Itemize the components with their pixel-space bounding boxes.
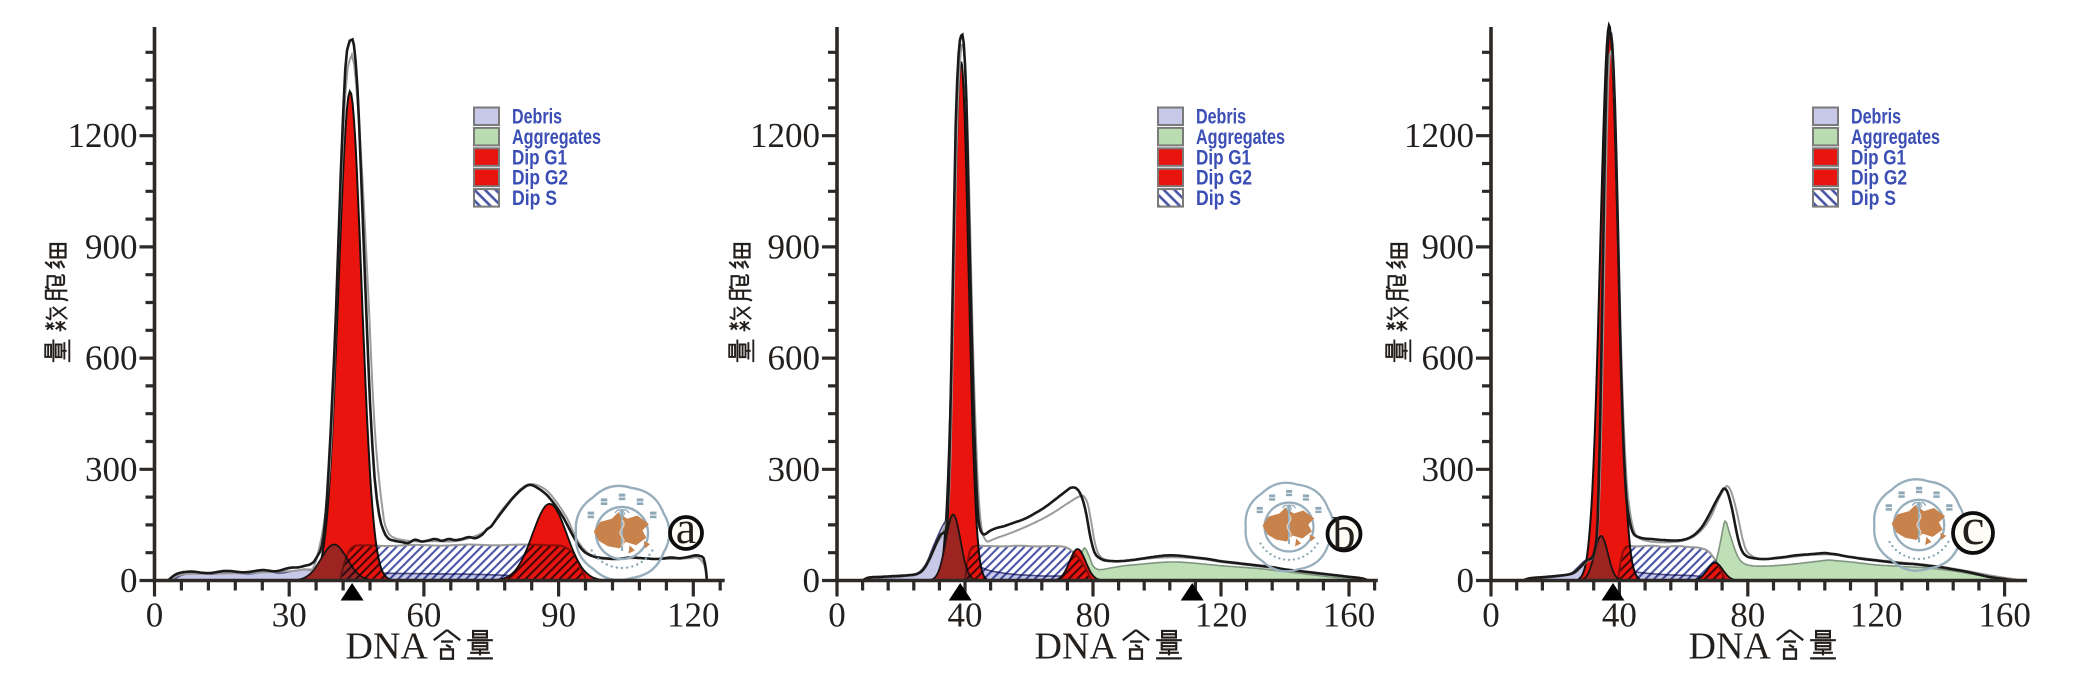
svg-text:600: 600	[1422, 339, 1475, 378]
svg-text:Debris: Debris	[1851, 106, 1901, 129]
svg-text:Dip G2: Dip G2	[1196, 167, 1252, 190]
svg-text:600: 600	[85, 339, 138, 378]
svg-text:1200: 1200	[1404, 116, 1474, 155]
svg-text:c: c	[1961, 499, 1984, 556]
svg-text:40: 40	[948, 596, 983, 635]
svg-text:Dip G1: Dip G1	[1196, 146, 1251, 169]
svg-text:40: 40	[1602, 596, 1637, 635]
svg-text:DNA: DNA	[1689, 626, 1772, 668]
svg-text:Dip G1: Dip G1	[512, 146, 567, 169]
svg-text:300: 300	[768, 450, 821, 489]
svg-text:0: 0	[120, 561, 138, 600]
svg-text:120: 120	[667, 596, 720, 635]
svg-text:900: 900	[1422, 227, 1475, 266]
svg-text:60: 60	[406, 596, 441, 635]
svg-text:300: 300	[1422, 450, 1475, 489]
svg-text:Aggregates: Aggregates	[512, 126, 601, 149]
svg-text:1200: 1200	[68, 116, 138, 155]
svg-text:0: 0	[146, 596, 164, 635]
svg-text:30: 30	[272, 596, 307, 635]
svg-text:Debris: Debris	[512, 106, 562, 129]
svg-text:Aggregates: Aggregates	[1851, 126, 1940, 149]
svg-text:120: 120	[1850, 596, 1903, 635]
svg-text:Dip G1: Dip G1	[1851, 146, 1906, 169]
svg-text:0: 0	[1482, 596, 1500, 635]
svg-text:DNA: DNA	[346, 626, 429, 668]
svg-text:Debris: Debris	[1196, 106, 1246, 129]
svg-text:300: 300	[85, 450, 138, 489]
svg-text:Dip G2: Dip G2	[1851, 167, 1907, 190]
svg-text:0: 0	[828, 596, 846, 635]
svg-text:80: 80	[1076, 596, 1111, 635]
svg-text:600: 600	[768, 339, 821, 378]
svg-text:Dip S: Dip S	[1196, 187, 1241, 210]
svg-text:0: 0	[1457, 561, 1475, 600]
svg-text:900: 900	[85, 227, 138, 266]
svg-text:90: 90	[541, 596, 576, 635]
svg-text:b: b	[1333, 508, 1356, 559]
svg-text:900: 900	[768, 227, 821, 266]
svg-text:Dip G2: Dip G2	[512, 167, 568, 190]
svg-text:a: a	[676, 502, 696, 553]
svg-text:1200: 1200	[750, 116, 820, 155]
svg-text:Dip S: Dip S	[512, 187, 557, 210]
svg-text:120: 120	[1195, 596, 1248, 635]
svg-text:0: 0	[803, 561, 821, 600]
svg-text:Aggregates: Aggregates	[1196, 126, 1285, 149]
svg-text:Dip S: Dip S	[1851, 187, 1896, 210]
svg-text:160: 160	[1978, 596, 2031, 635]
svg-text:DNA: DNA	[1035, 626, 1118, 668]
svg-text:160: 160	[1323, 596, 1376, 635]
svg-text:80: 80	[1730, 596, 1765, 635]
